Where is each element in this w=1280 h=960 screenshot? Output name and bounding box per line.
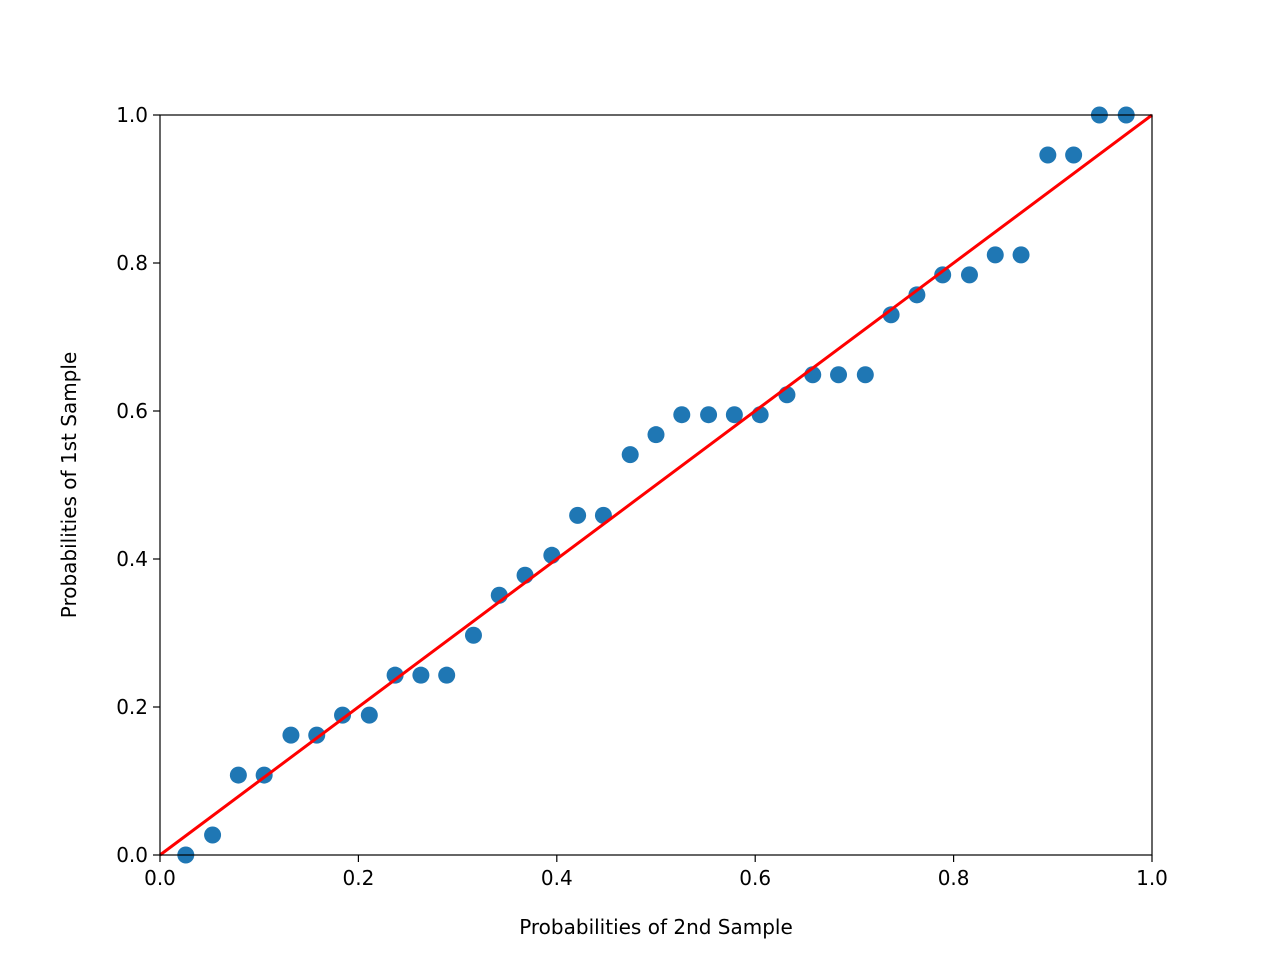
y-tick-label: 0.4 <box>116 547 148 571</box>
data-point <box>700 406 718 424</box>
y-tick-label: 0.6 <box>116 399 148 423</box>
data-point <box>412 666 430 684</box>
data-point <box>908 286 926 304</box>
y-tick-label: 0.0 <box>116 843 148 867</box>
data-point <box>960 266 978 284</box>
y-tick-label: 0.8 <box>116 251 148 275</box>
data-point <box>1012 246 1030 264</box>
data-point <box>856 366 874 384</box>
data-point <box>204 826 222 844</box>
x-axis-label: Probabilities of 2nd Sample <box>519 915 793 939</box>
data-point <box>438 666 456 684</box>
reference-line <box>159 113 1153 857</box>
data-point <box>334 706 352 724</box>
data-point <box>1039 146 1057 164</box>
data-point <box>308 726 326 744</box>
x-tick-label: 1.0 <box>1136 866 1168 890</box>
data-point <box>360 706 378 724</box>
data-point <box>282 726 300 744</box>
data-point <box>830 366 848 384</box>
x-tick-label: 0.6 <box>739 866 771 890</box>
data-point <box>725 406 743 424</box>
data-point <box>621 446 639 464</box>
data-point <box>1065 146 1083 164</box>
data-point <box>464 626 482 644</box>
plot-area <box>159 106 1153 864</box>
axes-frame <box>159 114 1153 856</box>
data-point <box>569 506 587 524</box>
data-point <box>386 666 404 684</box>
y-tick-label: 0.2 <box>116 695 148 719</box>
x-tick-label: 0.0 <box>144 866 176 890</box>
data-point <box>673 406 691 424</box>
data-point <box>882 306 900 324</box>
y-axis-label: Probabilities of 1st Sample <box>57 352 81 619</box>
data-point <box>229 766 247 784</box>
data-point <box>647 426 665 444</box>
x-tick-label: 0.8 <box>938 866 970 890</box>
y-tick-label: 1.0 <box>116 103 148 127</box>
data-point <box>986 246 1004 264</box>
ticks: 0.0 0.2 0.4 0.6 0.8 1.0 0.0 0.2 0.4 0.6 0.8 1.0 <box>116 103 1168 890</box>
data-point <box>934 266 952 284</box>
x-tick-label: 0.4 <box>541 866 573 890</box>
x-tick-label: 0.2 <box>342 866 374 890</box>
